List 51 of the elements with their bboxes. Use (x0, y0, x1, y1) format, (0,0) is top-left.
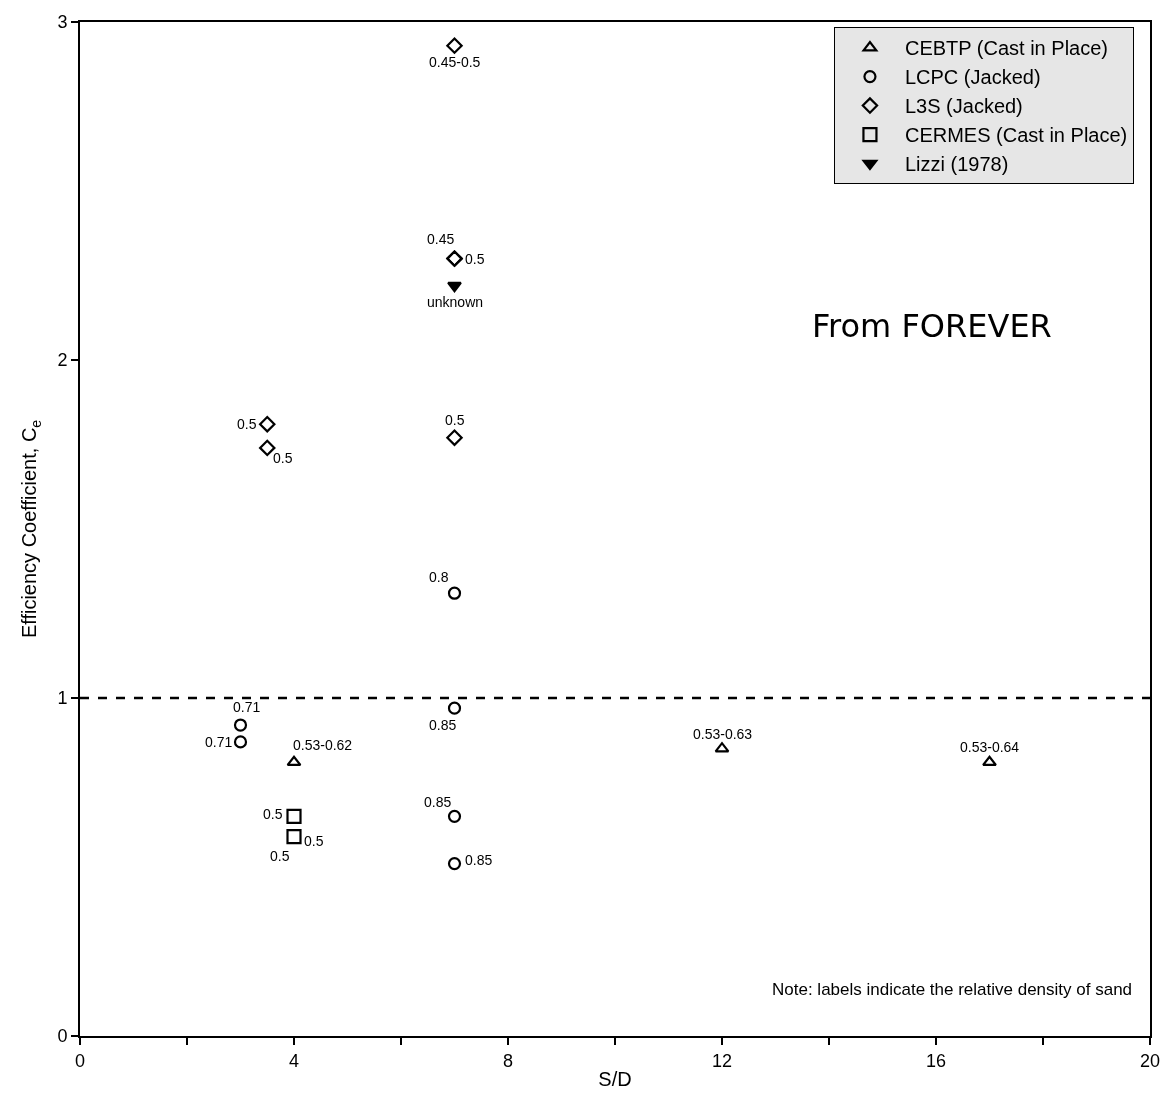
point (286, 828, 302, 845)
point (446, 37, 463, 54)
annotation: 0.5 (270, 848, 290, 864)
point (447, 809, 462, 823)
legend-label: L3S (Jacked) (904, 95, 1023, 118)
point (447, 281, 462, 293)
point (447, 701, 462, 715)
y-tick-label: 1 (57, 688, 68, 709)
y-tick-label: 3 (57, 12, 68, 33)
x-tick-label: 4 (288, 1050, 300, 1071)
x-tick-label: 16 (925, 1050, 947, 1071)
point (447, 586, 462, 600)
x-tick-label: 0 (74, 1050, 86, 1071)
annotation: 0.8 (429, 569, 449, 585)
x-tick-label: 12 (711, 1050, 733, 1071)
annotation: 0.53-0.63 (693, 726, 753, 742)
point (286, 755, 302, 767)
annotation: 0.5 (445, 412, 465, 428)
point (233, 718, 248, 732)
annotation: unknown (427, 294, 484, 310)
annotation: 0.85 (429, 717, 457, 733)
annotation: 0.85 (424, 794, 452, 810)
point (233, 735, 248, 749)
annotation: 0.53-0.62 (293, 737, 353, 753)
annotation: 0.45-0.5 (429, 54, 481, 70)
legend-label: CEBTP (Cast in Place) (904, 37, 1108, 60)
annotation: 0.71 (205, 734, 233, 750)
annotation: 0.5 (304, 833, 324, 849)
annotation: From FOREVER (812, 307, 1052, 345)
legend-label: CERMES (Cast in Place) (904, 124, 1128, 147)
point (286, 808, 302, 824)
annotation: 0.5 (273, 450, 293, 466)
point (982, 755, 997, 767)
annotation: 0.45 (427, 231, 455, 247)
annotation: 0.5 (237, 416, 257, 432)
annotation: Note: labels indicate the relative density of sand (772, 980, 1133, 999)
annotation: 0.5 (263, 806, 283, 822)
annotation: 0.53-0.64 (960, 739, 1020, 755)
x-axis-title: S/D (598, 1067, 632, 1090)
annotation: 0.5 (465, 251, 485, 267)
legend-label: LCPC (Jacked) (904, 66, 1041, 89)
legend-label: Lizzi (1978) (904, 153, 1009, 176)
x-tick-label: 8 (502, 1050, 514, 1071)
y-tick-label: 0 (57, 1026, 68, 1047)
y-tick-label: 2 (57, 350, 68, 371)
point (259, 415, 276, 433)
annotation: 0.85 (465, 852, 493, 868)
x-tick-label: 20 (1139, 1050, 1161, 1071)
annotation: 0.71 (233, 699, 261, 715)
point (447, 857, 462, 871)
point (446, 429, 463, 446)
